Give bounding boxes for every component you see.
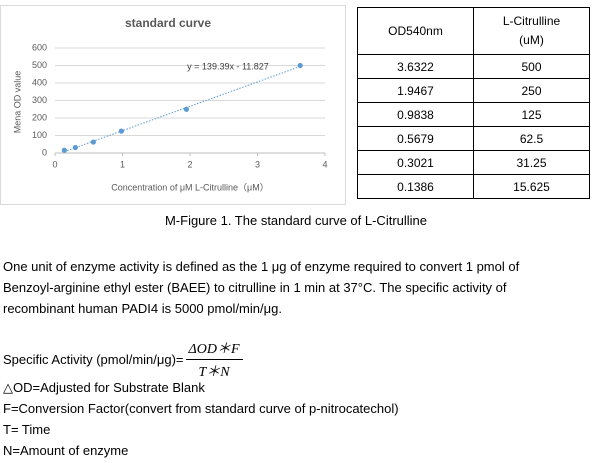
header-text: (uM) [519, 33, 544, 47]
x-tick-label: 1 [120, 159, 125, 169]
table-cell: 3.6322 [357, 54, 474, 79]
header-text: OD540nm [388, 23, 443, 38]
y-tick-label: 300 [32, 95, 47, 105]
table-row: 0.1386 15.625 [357, 174, 590, 199]
table-cell: 31.25 [473, 150, 590, 175]
table-cell: 15.625 [473, 174, 590, 199]
point [183, 106, 190, 112]
x-tick-label: 3 [255, 159, 260, 169]
table-cell: 500 [473, 54, 590, 79]
definition: T= Time [3, 422, 51, 437]
definition: N=Amount of enzyme [3, 443, 129, 458]
table-cell: 0.3021 [357, 150, 474, 175]
header-text: L-Citrulline [502, 14, 561, 28]
fraction: ΔOD＊F T＊N [185, 338, 243, 381]
table-row: 3.6322 500 [357, 54, 590, 79]
y-tick-label: 600 [32, 42, 47, 52]
chart-frame [0, 5, 346, 205]
y-axis-label: Mena OD value [12, 71, 22, 134]
point [297, 62, 303, 69]
definitions: △OD=Adjusted for Substrate Blank F=Conver… [3, 377, 399, 461]
header-cell: L-Citrulline (uM) [473, 7, 590, 55]
definition: F=Conversion Factor(convert from standar… [3, 401, 399, 416]
point [118, 128, 125, 134]
header-row: OD540nm L-Citrulline (uM) [357, 7, 590, 55]
table-cell: 62.5 [473, 126, 590, 151]
y-tick-label: 500 [32, 60, 47, 70]
table-cell: 125 [473, 102, 590, 127]
data-table: OD540nm L-Citrulline (uM) 3.6322 500 1.9467 25… [357, 7, 590, 199]
formula-label: Specific Activity (pmol/min/μg)= [3, 352, 184, 367]
table-row: 0.5679 62.5 [357, 126, 590, 151]
y-tick-label: 400 [32, 77, 47, 87]
numerator: ΔOD＊F [185, 338, 243, 360]
figure-caption: M-Figure 1. The standard curve of L-Citr… [164, 213, 428, 228]
chart-title: standard curve [125, 16, 211, 30]
table-cell: 0.9838 [357, 102, 474, 127]
table-cell: 0.1386 [357, 174, 474, 199]
table-cell: 250 [473, 78, 590, 103]
table-cell: 0.5679 [357, 126, 474, 151]
y-tick-label: 200 [32, 112, 47, 122]
formula: Specific Activity (pmol/min/μg)= ΔOD＊F T… [3, 338, 243, 381]
y-tick-label: 0 [42, 147, 47, 157]
x-tick-label: 0 [52, 159, 57, 169]
point [72, 144, 78, 151]
x-axis-label: Concentration of μM L-Citrulline（μM） [111, 182, 268, 192]
table-row: 1.9467 250 [357, 78, 590, 103]
definition: △OD=Adjusted for Substrate Blank [3, 380, 205, 395]
paragraph: One unit of enzyme activity is defined a… [3, 259, 520, 316]
chart: standard curve Concentration of μM L-Cit… [0, 5, 346, 205]
table-row: 0.3021 31.25 [357, 150, 590, 175]
point [61, 147, 67, 153]
x-tick-label: 4 [322, 159, 327, 169]
trendline-label: y = 139.39x - 11.827 [187, 61, 269, 71]
table-cell: 1.9467 [357, 78, 474, 103]
point [90, 139, 96, 145]
denominator: T＊N [198, 365, 230, 380]
header-cell: OD540nm [357, 7, 474, 55]
y-tick-label: 100 [32, 130, 47, 140]
table-row: 0.9838 125 [357, 102, 590, 127]
x-tick-label: 2 [187, 159, 192, 169]
